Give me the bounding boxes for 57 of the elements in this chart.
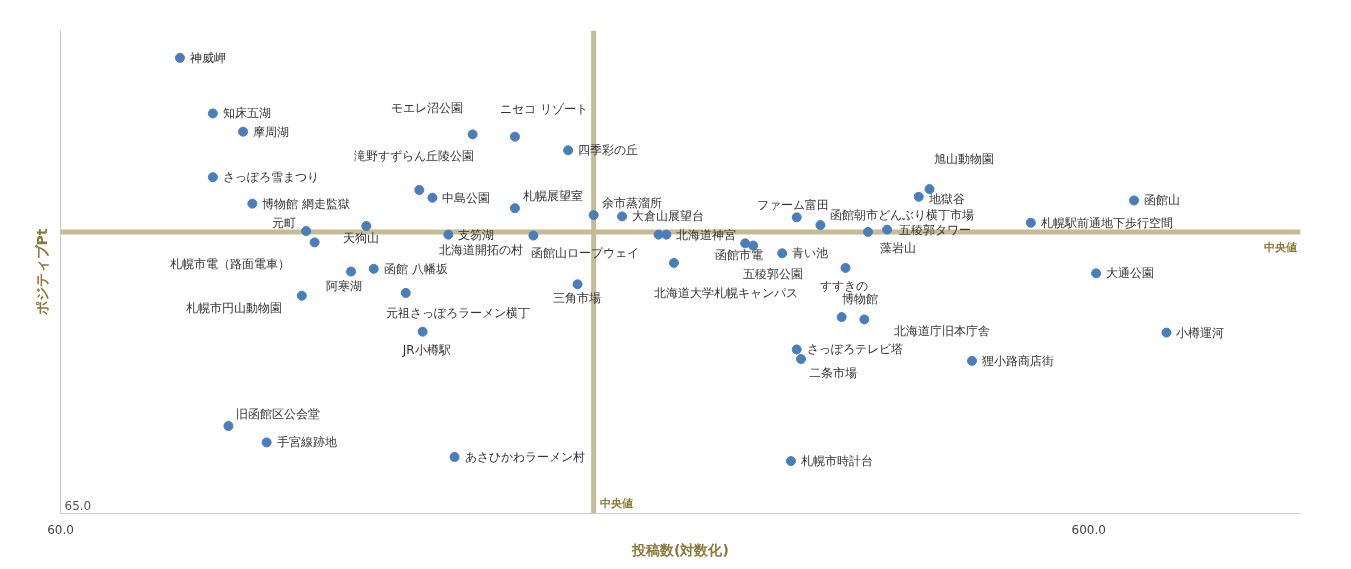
annotation: 北海道大学札幌キャンパス xyxy=(653,285,798,300)
annotation: ファーム富田 xyxy=(756,198,829,213)
annotation: 博物館 網走監獄 xyxy=(262,196,351,211)
annotation: 支笏湖 xyxy=(458,227,495,242)
annotation: 札幌市時計台 xyxy=(800,454,873,469)
annotation: 二条市場 xyxy=(809,366,858,381)
annotation: 札幌市電（路面電車） xyxy=(169,257,290,272)
annotation: 滝野すずらん丘陵公園 xyxy=(354,148,475,163)
annotation: 藻岩山 xyxy=(880,240,917,255)
x-tick-label: 60.0 xyxy=(47,522,74,537)
annotation: 函館市電 xyxy=(715,248,764,263)
annotation: あさひかわラーメン村 xyxy=(464,450,585,464)
annotation: 地獄谷 xyxy=(927,191,965,206)
annotation: 函館朝市どんぶり横丁市場 xyxy=(830,208,975,223)
annotation: 北海道開拓の村 xyxy=(439,242,524,257)
annotation: 函館山ロープウェイ xyxy=(530,245,639,260)
annotation: 三角市場 xyxy=(552,291,601,306)
annotation: 五稜郭タワー xyxy=(899,222,972,237)
annotation: 阿寒湖 xyxy=(326,278,363,293)
ref-line-label: 中央値 xyxy=(1263,240,1297,254)
annotation: 大倉山展望台 xyxy=(632,209,705,224)
annotation: 小樽運河 xyxy=(1176,325,1225,340)
annotation: 神威岬 xyxy=(189,50,226,65)
annotation: ニセコ リゾート xyxy=(499,101,588,116)
annotation: 札幌市円山動物園 xyxy=(185,300,282,315)
annotation: 函館山 xyxy=(1144,193,1181,208)
annotation: JR小樽駅 xyxy=(401,342,451,357)
annotation: モエレ沼公園 xyxy=(390,101,463,116)
annotation: 札幌展望室 xyxy=(522,189,583,204)
annotation: 四季彩の丘 xyxy=(578,143,639,158)
annotation: 大通公園 xyxy=(1106,266,1155,281)
annotation: 知床五湖 xyxy=(222,106,271,121)
ref-line-label: 中央値 xyxy=(599,496,633,510)
annotation: 余市蒸溜所 xyxy=(601,196,662,211)
annotation: 青い池 xyxy=(792,246,829,261)
annotation: 摩周湖 xyxy=(253,124,290,139)
annotation: 元祖さっぽろラーメン横丁 xyxy=(385,305,530,320)
annotation: 北海道神宮 xyxy=(676,227,737,242)
annotation: 五稜郭公園 xyxy=(743,266,804,281)
annotation: さっぽろテレビ塔 xyxy=(806,342,903,357)
annotation: 博物館 xyxy=(841,292,878,307)
annotation: 天狗山 xyxy=(343,230,380,245)
annotation: 旭山動物園 xyxy=(934,152,995,167)
annotation: 65.0 xyxy=(64,498,92,513)
annotation: 札幌駅前通地下歩行空間 xyxy=(1040,215,1173,230)
annotation: 狸小路商店街 xyxy=(982,353,1055,368)
annotation: 中島公園 xyxy=(442,190,491,205)
annotation: 元町 xyxy=(272,215,297,230)
x-axis-title: 投稿数(対数化) xyxy=(631,541,729,558)
x-tick-label: 600.0 xyxy=(1071,522,1106,537)
annotation: 旧函館区公会堂 xyxy=(236,407,321,422)
y-axis-title: ポジティブPt xyxy=(33,228,50,317)
annotation: 函館 八幡坂 xyxy=(383,261,448,276)
annotation: さっぽろ雪まつり xyxy=(222,170,319,185)
annotation: 北海道庁旧本庁舎 xyxy=(894,324,991,339)
annotation: すすきの xyxy=(820,278,869,293)
annotation: 手宮線跡地 xyxy=(276,435,337,450)
